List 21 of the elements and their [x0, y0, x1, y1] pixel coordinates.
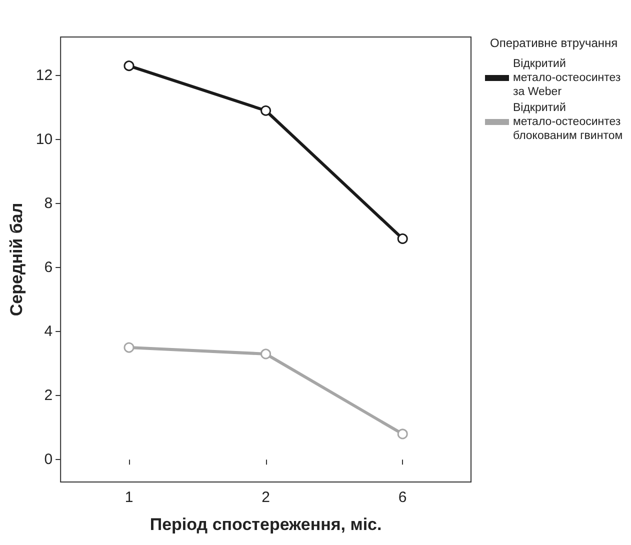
x-tick-label: 6 — [398, 489, 407, 506]
legend-label: Відкритий метало-остеосинтез за Weber — [513, 58, 621, 98]
x-axis-title: Період спостереження, міс. — [150, 515, 382, 534]
y-tick-label: 6 — [44, 259, 53, 276]
x-tick-label: 1 — [124, 489, 134, 506]
y-tick-label: 0 — [44, 451, 53, 468]
point — [260, 348, 272, 360]
x-tick-label: 2 — [262, 489, 270, 506]
y-tick-label: 2 — [44, 387, 53, 404]
legend-label: Відкритий метало-остеосинтез блокованим гвинтом — [513, 102, 623, 142]
point — [124, 60, 134, 72]
point — [260, 105, 272, 116]
y-tick-label: 4 — [44, 323, 53, 340]
point — [397, 428, 408, 440]
y-tick-label: 10 — [36, 130, 53, 148]
legend-title: Оперативне втручання — [490, 36, 618, 50]
y-axis-title: Середній бал — [7, 202, 26, 316]
y-tick-label: 12 — [36, 66, 53, 84]
point — [124, 342, 134, 353]
point — [397, 233, 408, 244]
y-tick-label: 8 — [44, 194, 53, 212]
